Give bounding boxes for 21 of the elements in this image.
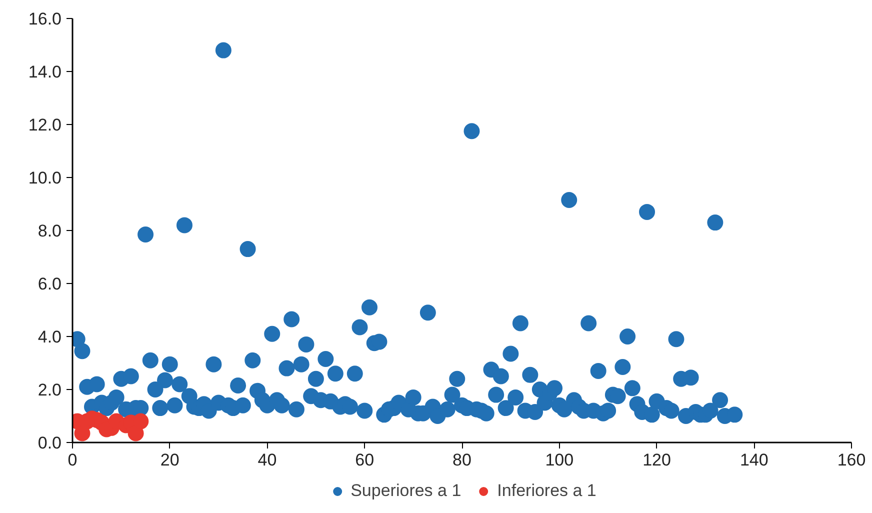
x-tick-label: 160 xyxy=(837,450,866,470)
x-tick-label: 100 xyxy=(545,450,574,470)
legend-label: Inferiores a 1 xyxy=(497,480,596,500)
y-tick-label: 6.0 xyxy=(38,274,62,294)
x-tick-label: 60 xyxy=(355,450,374,470)
y-tick-label: 4.0 xyxy=(38,328,62,346)
x-tick-label: 40 xyxy=(258,450,277,470)
y-tick-label: 0.0 xyxy=(38,434,62,452)
x-tick-label: 120 xyxy=(642,450,671,470)
y-tick-label: 14.0 xyxy=(28,62,62,82)
x-tick-label: 140 xyxy=(740,450,768,470)
y-tick-label: 10.0 xyxy=(28,168,62,188)
x-tick-label: 80 xyxy=(452,450,472,470)
legend-label: Superiores a 1 xyxy=(350,480,462,500)
y-tick-label: 12.0 xyxy=(28,116,62,134)
y-tick-label: 8.0 xyxy=(38,222,62,240)
x-tick-label: 20 xyxy=(160,450,180,470)
y-tick-label: 2.0 xyxy=(38,380,62,400)
point xyxy=(132,413,149,430)
x-tick-label: 0 xyxy=(68,450,78,470)
y-tick-label: 16.0 xyxy=(28,10,62,28)
